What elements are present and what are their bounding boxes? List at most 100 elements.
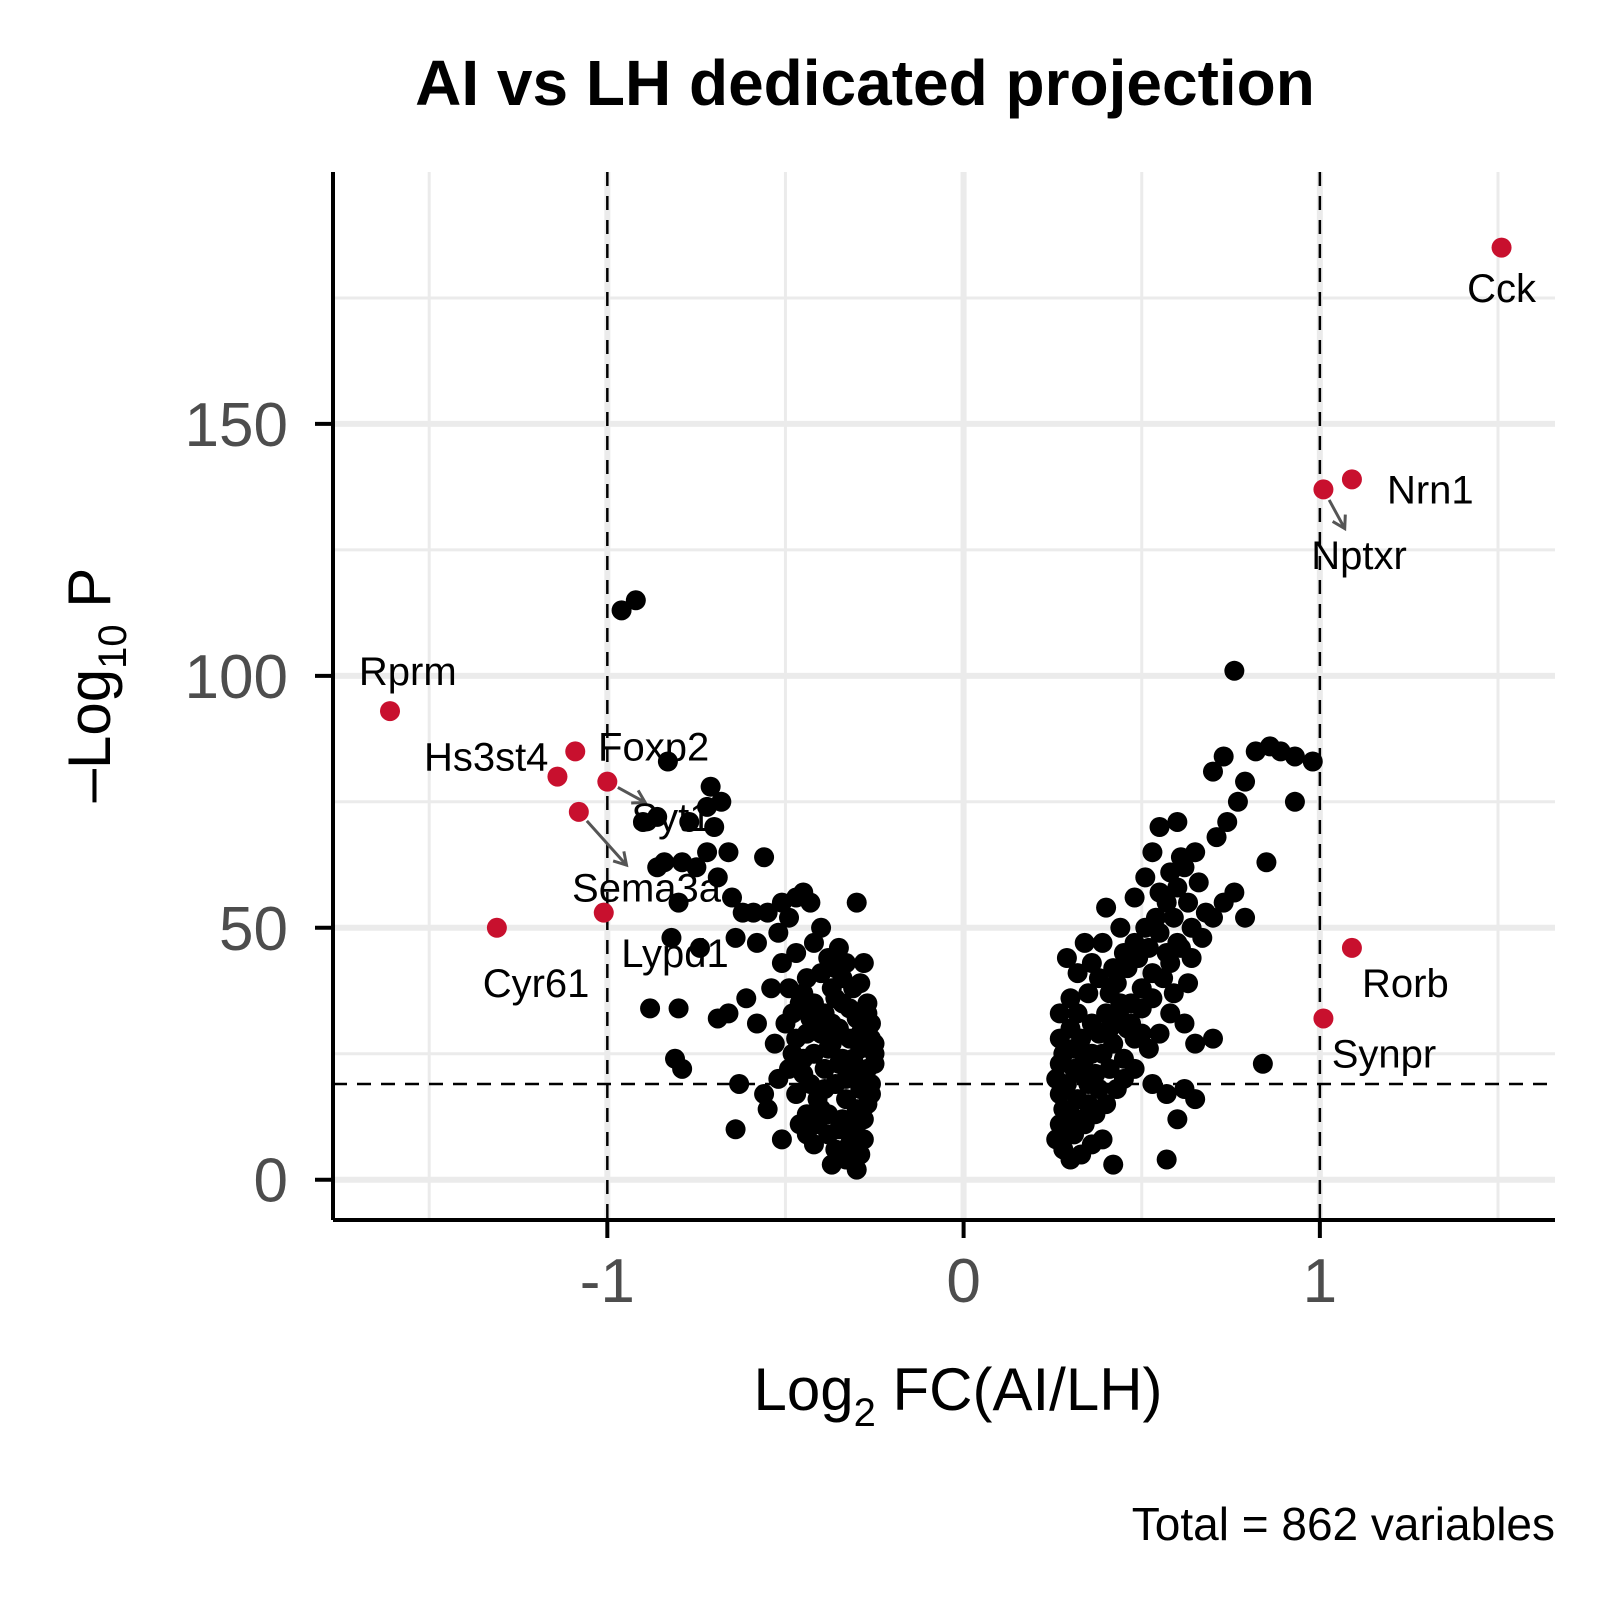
- point: [796, 1023, 817, 1044]
- point: [1206, 827, 1227, 848]
- point: [1103, 958, 1124, 979]
- point: [718, 842, 739, 863]
- point: [746, 932, 767, 953]
- highlight-point-lypd1: [593, 902, 614, 923]
- point: [1174, 1013, 1195, 1034]
- point: [1160, 862, 1181, 883]
- point: [775, 1013, 796, 1034]
- point: [782, 1043, 803, 1064]
- point: [697, 796, 718, 817]
- point: [672, 1058, 693, 1079]
- gene-label-rorb: Rorb: [1362, 962, 1449, 1006]
- point: [679, 811, 700, 832]
- point: [814, 1079, 835, 1099]
- highlight-point-foxp2: [565, 741, 586, 762]
- highlight-point-syt1: [597, 771, 618, 792]
- point: [1106, 973, 1127, 994]
- point: [832, 993, 853, 1014]
- highlight-point-rorb: [1341, 937, 1362, 958]
- highlight-point-nptxr: [1313, 479, 1334, 500]
- gene-label-sema3a: Sema3a: [572, 866, 722, 910]
- x-axis-title: Log2 FC(AI/LH): [753, 1356, 1162, 1435]
- point: [1142, 842, 1163, 863]
- point: [1135, 867, 1156, 888]
- point: [1163, 983, 1184, 1004]
- point: [689, 937, 710, 958]
- point: [843, 1114, 864, 1135]
- gene-label-lypd1: Lypd1: [621, 932, 729, 976]
- point: [857, 1003, 878, 1024]
- point: [668, 998, 689, 1019]
- point: [1138, 1038, 1159, 1059]
- point: [746, 1013, 767, 1034]
- point: [1217, 811, 1238, 832]
- y-axis-title: –Log10 P: [56, 568, 135, 803]
- point: [1302, 751, 1323, 772]
- arrowhead-nptxr: [1331, 514, 1347, 532]
- point: [625, 590, 646, 611]
- point: [754, 1084, 775, 1105]
- x-tick-label-2: 1: [1303, 1247, 1337, 1316]
- gene-label-hs3st4: Hs3st4: [424, 735, 549, 779]
- point: [853, 1068, 874, 1089]
- point: [1145, 907, 1166, 928]
- point: [1156, 942, 1177, 963]
- point: [793, 1063, 814, 1084]
- point: [1156, 1149, 1177, 1170]
- connector-sema3a: [585, 819, 628, 867]
- point: [864, 1043, 885, 1064]
- point: [1178, 973, 1199, 994]
- point: [1138, 937, 1159, 958]
- x-tick-label-1: 0: [946, 1247, 980, 1316]
- point: [697, 842, 718, 863]
- arrowhead-sema3a: [612, 851, 629, 868]
- point: [754, 847, 775, 868]
- gene-labels: Cck Nrn1 Nptxr Rorb Synpr Rprm Hs3st4 Foxp2 Syt1…: [359, 267, 1537, 1077]
- gene-label-foxp2: Foxp2: [598, 725, 709, 769]
- point: [668, 892, 689, 913]
- point: [1284, 791, 1305, 812]
- gene-label-rprm: Rprm: [359, 650, 457, 694]
- highlight-point-nrn1: [1341, 469, 1362, 490]
- point: [640, 998, 661, 1019]
- point: [779, 978, 800, 999]
- point: [1160, 1003, 1181, 1024]
- point: [821, 1013, 842, 1034]
- highlight-point-hs3st4: [547, 766, 568, 787]
- point: [1103, 1033, 1124, 1054]
- axes: [315, 172, 1555, 1238]
- point: [722, 887, 743, 908]
- point: [1110, 993, 1131, 1014]
- gene-label-synpr: Synpr: [1332, 1033, 1437, 1077]
- point: [1256, 852, 1277, 873]
- y-tick-label-3: 150: [185, 391, 288, 460]
- point: [828, 1053, 849, 1074]
- point: [771, 953, 792, 974]
- point: [1170, 847, 1191, 868]
- point: [1099, 1058, 1120, 1079]
- point: [821, 978, 842, 999]
- highlight-point-cyr61: [486, 917, 507, 938]
- point: [725, 1119, 746, 1140]
- label-connectors: [585, 499, 1347, 868]
- point: [800, 892, 821, 913]
- point: [811, 917, 832, 938]
- point: [786, 1084, 807, 1105]
- point: [757, 902, 778, 923]
- point: [821, 1154, 842, 1175]
- point: [1185, 1033, 1206, 1054]
- point: [1071, 1063, 1092, 1084]
- point: [1149, 882, 1170, 903]
- point: [1235, 771, 1256, 792]
- point: [736, 988, 757, 1009]
- point: [850, 1144, 871, 1165]
- point: [1081, 953, 1102, 974]
- point: [768, 922, 789, 943]
- highlight-point-sema3a: [568, 801, 589, 822]
- point: [850, 1023, 871, 1044]
- point: [803, 993, 824, 1014]
- gene-label-nptxr: Nptxr: [1311, 534, 1407, 578]
- point: [611, 600, 632, 621]
- point: [789, 993, 810, 1014]
